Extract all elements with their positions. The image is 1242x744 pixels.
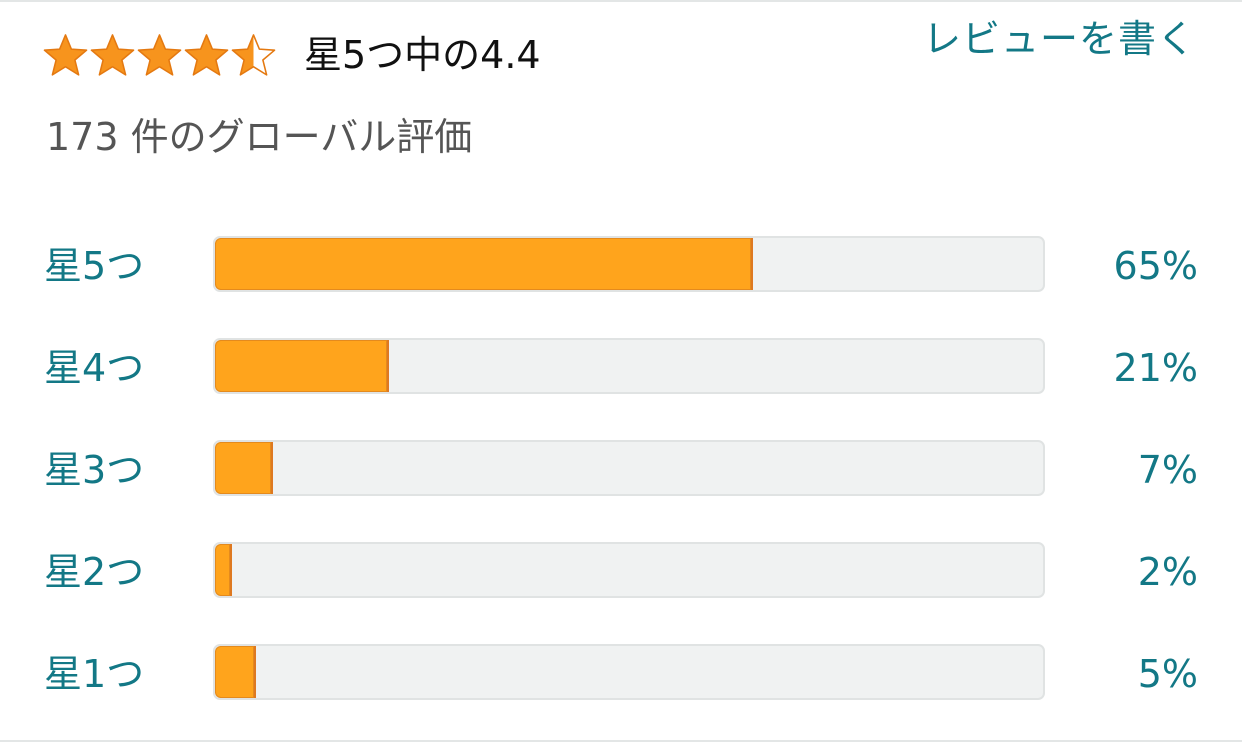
histogram-bar-fill — [215, 442, 273, 494]
histogram-percent[interactable]: 7% — [1137, 448, 1198, 492]
histogram-percent[interactable]: 65% — [1113, 244, 1198, 288]
bottom-divider — [0, 740, 1242, 742]
star-half-icon — [231, 34, 276, 76]
global-ratings-count: 173 件のグローバル評価 — [46, 115, 473, 159]
star-full-icon — [184, 34, 229, 76]
histogram-row-5-star[interactable]: 星5つ 65% — [0, 236, 1242, 296]
star-rating[interactable] — [42, 32, 282, 82]
histogram-bar-track[interactable] — [213, 338, 1045, 394]
histogram-percent[interactable]: 5% — [1137, 652, 1198, 696]
histogram-label[interactable]: 星2つ — [44, 550, 145, 594]
histogram-percent[interactable]: 21% — [1113, 346, 1198, 390]
star-full-icon — [137, 34, 182, 76]
histogram-bar-track[interactable] — [213, 644, 1045, 700]
histogram-bar-fill — [215, 340, 389, 392]
top-divider — [0, 0, 1242, 2]
histogram-bar-track[interactable] — [213, 236, 1045, 292]
write-review-link[interactable]: レビューを書く — [922, 17, 1196, 61]
histogram-label[interactable]: 星3つ — [44, 448, 145, 492]
histogram-row-4-star[interactable]: 星4つ 21% — [0, 338, 1242, 398]
star-full-icon — [90, 34, 135, 76]
histogram-row-3-star[interactable]: 星3つ 7% — [0, 440, 1242, 500]
histogram-label[interactable]: 星1つ — [44, 652, 145, 696]
histogram-percent[interactable]: 2% — [1137, 550, 1198, 594]
histogram-bar-fill — [215, 544, 232, 596]
star-full-icon — [43, 34, 88, 76]
histogram-bar-track[interactable] — [213, 440, 1045, 496]
histogram-bar-fill — [215, 646, 257, 698]
histogram-bar-fill — [215, 238, 754, 290]
histogram-label[interactable]: 星5つ — [44, 244, 145, 288]
histogram-row-1-star[interactable]: 星1つ 5% — [0, 644, 1242, 704]
histogram-bar-track[interactable] — [213, 542, 1045, 598]
rating-summary-text: 星5つ中の4.4 — [304, 33, 541, 77]
histogram-label[interactable]: 星4つ — [44, 346, 145, 390]
histogram-row-2-star[interactable]: 星2つ 2% — [0, 542, 1242, 602]
